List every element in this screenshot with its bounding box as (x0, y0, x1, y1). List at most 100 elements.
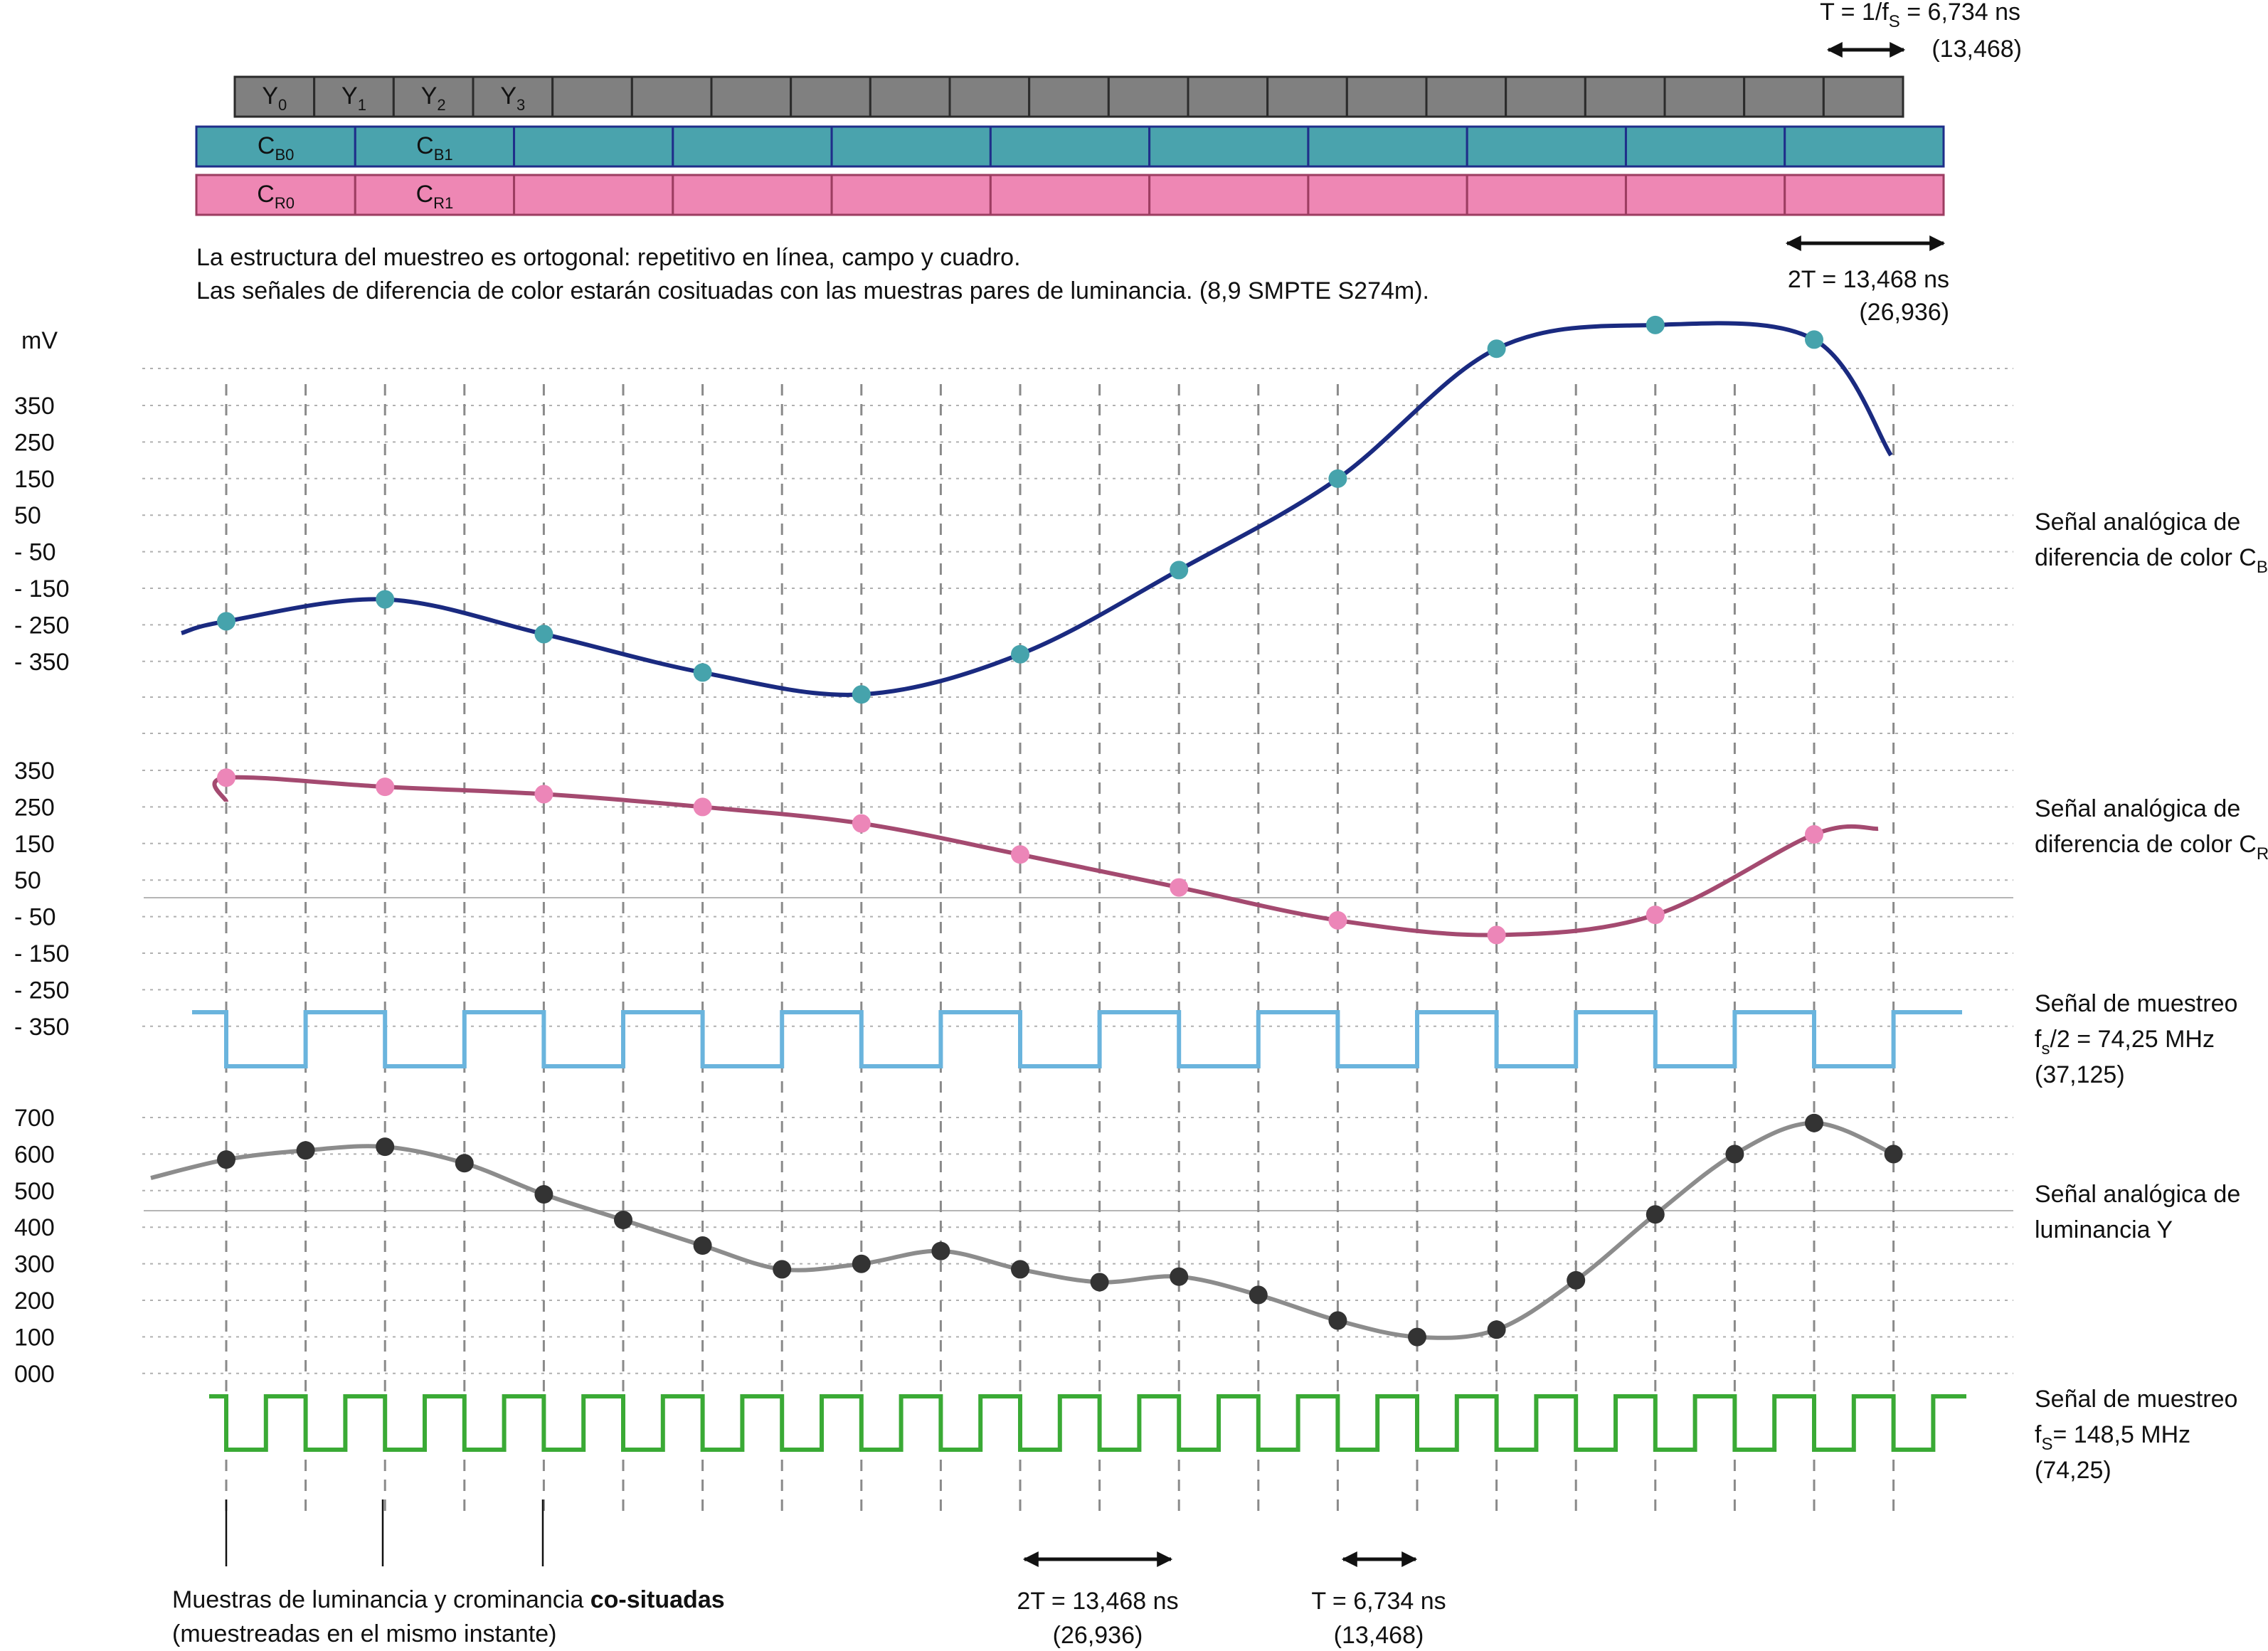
axis-tick-label: - 250 (14, 612, 70, 639)
y-sample-cell (1266, 75, 1348, 118)
y-sample-point (1567, 1270, 1586, 1290)
y-sample-point (534, 1185, 553, 1204)
y-sample-point (1646, 1205, 1665, 1224)
y-sample-cell (1743, 75, 1825, 118)
cr-axis-ticks: 350 250 150 50 - 50 - 150 - 250 - 350 (14, 758, 70, 1041)
y-sample-label: Y2 (421, 83, 446, 114)
axis-tick-label: - 50 (14, 904, 56, 931)
y-curve (150, 1120, 1902, 1340)
cr-sample-cell (1624, 174, 1786, 216)
cosited-note-line-1: Muestras de luminancia y crominancia co-… (172, 1586, 725, 1613)
axis-tick-label: 700 (14, 1105, 55, 1132)
cr-sample-point (376, 777, 395, 797)
axis-tick-label: - 250 (14, 977, 70, 1004)
unit-label: mV (21, 327, 58, 354)
cr-sample-label: CR1 (416, 181, 454, 212)
axis-tick-label: - 50 (14, 539, 56, 566)
cb-sample-cell (1466, 125, 1627, 168)
y-sample-cell (710, 75, 793, 118)
cr-sample-cell (1148, 174, 1310, 216)
cr-sample-cell (195, 174, 356, 216)
cb-sample-point (852, 685, 871, 704)
axis-tick-label: 500 (14, 1178, 55, 1205)
top-2t-value: (26,936) (1859, 299, 1949, 326)
luminance-sample-row: Y0 Y1 Y2 Y3 (233, 75, 1904, 118)
cb-sample-cell (513, 125, 674, 168)
half-clock-label-line-1: Señal de muestreo (2035, 990, 2237, 1017)
y-sample-point (693, 1236, 712, 1255)
cr-sample-point (1646, 906, 1665, 925)
axis-tick-label: 100 (14, 1324, 55, 1351)
cb-sample-point (1328, 469, 1347, 488)
cr-sample-cell (1307, 174, 1468, 216)
y-sample-label: Y3 (500, 83, 525, 114)
axis-tick-label: 600 (14, 1141, 55, 1168)
cr-sample-point (1328, 911, 1347, 930)
y-sample-point (296, 1141, 315, 1160)
cb-label-line-1: Señal analógica de (2035, 509, 2240, 536)
cb-curve (181, 321, 1893, 697)
bottom-t-value: (13,468) (1334, 1622, 1424, 1649)
y-sample-point (773, 1260, 792, 1279)
axis-tick-label: 150 (14, 831, 55, 858)
axis-tick-label: 350 (14, 393, 55, 420)
y-sample-cell (233, 75, 316, 118)
y-sample-cell (1584, 75, 1666, 118)
y-sample-cell (1107, 75, 1189, 118)
cb-sample-point (376, 590, 395, 609)
y-sample-point (1249, 1285, 1268, 1305)
axis-tick-label: 400 (14, 1214, 55, 1241)
y-sample-point (1725, 1145, 1744, 1164)
axis-tick-label: 250 (14, 794, 55, 821)
half-clock-label-line-2: fs/2 = 74,25 MHz (2035, 1026, 2215, 1058)
cb-sample-row: CB0 CB1 (195, 125, 1945, 168)
y-label-line-1: Señal analógica de (2035, 1181, 2240, 1208)
cr-sample-point (852, 814, 871, 833)
y-sample-cell (1505, 75, 1586, 118)
y-sample-cell (869, 75, 951, 118)
y-sample-point (1170, 1267, 1189, 1286)
y-sample-cell (1425, 75, 1507, 118)
y-sample-point (614, 1211, 632, 1229)
cb-sample-point (1011, 644, 1029, 664)
bottom-2t-label: 2T = 13,468 ns (1017, 1588, 1178, 1615)
cb-sample-cell (672, 125, 833, 168)
cb-sample-cell (1307, 125, 1468, 168)
cb-sample-label: CB0 (258, 132, 294, 164)
cr-sample-point (1170, 878, 1189, 897)
half-clock-label-line-3: (37,125) (2035, 1061, 2125, 1088)
y-sample-point (852, 1254, 871, 1273)
cr-sample-cell (672, 174, 833, 216)
y-sample-label: Y0 (262, 83, 287, 114)
y-sample-cell (1663, 75, 1746, 118)
cr-sample-point (1487, 925, 1506, 945)
y-sample-point (1011, 1260, 1029, 1279)
y-sample-point (1090, 1273, 1109, 1292)
axis-tick-label: 300 (14, 1251, 55, 1278)
cb-sample-cell (195, 125, 356, 168)
y-sample-cell (948, 75, 1031, 118)
y-sample-cell (630, 75, 713, 118)
cb-sample-point (1805, 330, 1823, 349)
full-rate-sampling-clock (209, 1394, 1966, 1452)
y-sample-cell (1345, 75, 1428, 118)
y-sample-point (1408, 1327, 1426, 1347)
luminance-signal (150, 1113, 1903, 1347)
y-sample-cell (1028, 75, 1110, 118)
structure-note-line-1: La estructura del muestreo es ortogonal:… (196, 244, 1021, 271)
cb-signal (181, 315, 1893, 704)
cb-sample-point (1646, 315, 1665, 334)
y-sample-cell (1187, 75, 1269, 118)
y-sample-label: Y1 (341, 83, 366, 114)
cb-sample-point (1487, 339, 1506, 359)
y-label-line-2: luminancia Y (2035, 1216, 2173, 1243)
axis-tick-label: 200 (14, 1288, 55, 1315)
cr-sample-cell (354, 174, 516, 216)
axis-tick-label: 350 (14, 758, 55, 785)
cb-sample-cell (989, 125, 1151, 168)
axis-tick-label: - 350 (14, 1014, 70, 1041)
bottom-t-label: T = 6,734 ns (1311, 1588, 1446, 1615)
cr-sample-point (693, 797, 712, 817)
cr-sample-cell (1784, 174, 1945, 216)
